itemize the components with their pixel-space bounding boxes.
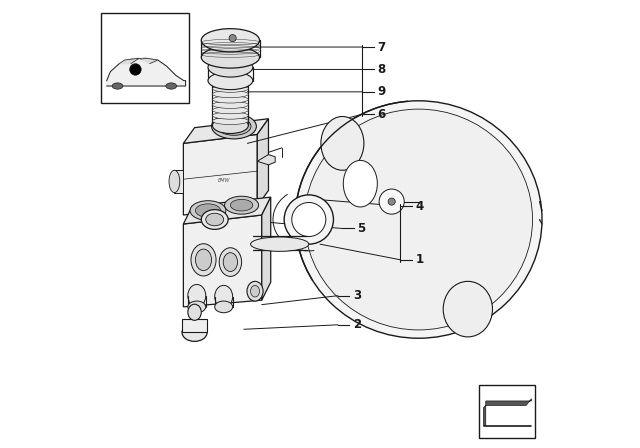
- Ellipse shape: [212, 74, 248, 82]
- Ellipse shape: [182, 323, 207, 341]
- Ellipse shape: [212, 117, 248, 134]
- Ellipse shape: [212, 96, 248, 103]
- Polygon shape: [257, 119, 269, 206]
- Ellipse shape: [223, 253, 237, 271]
- Text: 8: 8: [378, 63, 385, 76]
- Ellipse shape: [305, 109, 532, 330]
- Text: 9: 9: [378, 85, 385, 99]
- Ellipse shape: [217, 117, 251, 135]
- Ellipse shape: [212, 112, 248, 119]
- Text: 1: 1: [415, 253, 424, 267]
- Ellipse shape: [230, 199, 253, 211]
- Ellipse shape: [112, 83, 123, 89]
- Ellipse shape: [295, 101, 542, 338]
- Polygon shape: [262, 197, 271, 300]
- Ellipse shape: [251, 237, 309, 251]
- Ellipse shape: [247, 281, 263, 301]
- Text: 2: 2: [353, 318, 361, 332]
- Ellipse shape: [166, 83, 177, 89]
- Ellipse shape: [212, 85, 248, 92]
- Ellipse shape: [169, 170, 180, 193]
- Circle shape: [229, 34, 236, 42]
- Ellipse shape: [190, 201, 226, 220]
- Polygon shape: [119, 58, 139, 64]
- Ellipse shape: [188, 304, 201, 320]
- Ellipse shape: [191, 244, 216, 276]
- Ellipse shape: [212, 107, 248, 114]
- Ellipse shape: [220, 248, 242, 276]
- Ellipse shape: [202, 29, 260, 52]
- Ellipse shape: [443, 281, 493, 337]
- Polygon shape: [141, 58, 158, 64]
- FancyBboxPatch shape: [101, 13, 189, 103]
- Ellipse shape: [212, 80, 248, 87]
- Ellipse shape: [212, 90, 248, 98]
- Polygon shape: [184, 119, 269, 143]
- Polygon shape: [184, 197, 271, 224]
- Ellipse shape: [208, 72, 253, 90]
- Ellipse shape: [212, 114, 257, 139]
- Ellipse shape: [195, 249, 212, 271]
- Ellipse shape: [202, 210, 228, 229]
- Ellipse shape: [215, 301, 233, 313]
- Ellipse shape: [215, 285, 233, 308]
- Ellipse shape: [188, 284, 206, 307]
- Ellipse shape: [206, 213, 224, 226]
- Ellipse shape: [195, 204, 221, 217]
- Text: 3: 3: [353, 289, 361, 302]
- Ellipse shape: [202, 47, 260, 68]
- Ellipse shape: [343, 160, 378, 207]
- Circle shape: [379, 189, 404, 214]
- Circle shape: [292, 202, 326, 237]
- Text: 5: 5: [357, 222, 365, 235]
- Ellipse shape: [188, 301, 206, 313]
- Polygon shape: [174, 170, 184, 193]
- Ellipse shape: [321, 116, 364, 170]
- Circle shape: [129, 64, 141, 75]
- Text: BMW: BMW: [218, 177, 230, 183]
- Polygon shape: [184, 134, 257, 215]
- FancyBboxPatch shape: [479, 385, 535, 438]
- Polygon shape: [184, 215, 262, 307]
- Ellipse shape: [208, 57, 253, 77]
- Polygon shape: [107, 58, 186, 86]
- Ellipse shape: [251, 285, 260, 297]
- Circle shape: [388, 198, 396, 205]
- Text: 7: 7: [378, 40, 385, 54]
- Circle shape: [284, 195, 333, 244]
- Ellipse shape: [225, 196, 259, 214]
- Text: 4: 4: [415, 199, 424, 213]
- Ellipse shape: [212, 101, 248, 108]
- Text: 6: 6: [378, 108, 385, 121]
- Text: 504280: 504280: [488, 429, 525, 439]
- Polygon shape: [484, 399, 531, 426]
- Ellipse shape: [212, 117, 248, 125]
- Polygon shape: [257, 155, 275, 165]
- Polygon shape: [182, 319, 207, 332]
